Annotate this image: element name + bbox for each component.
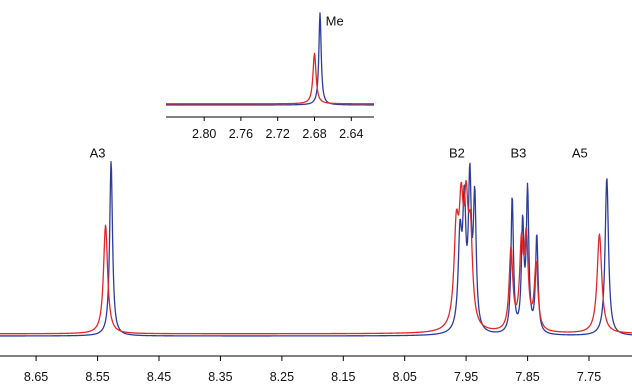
main-x-tick-label: 8.35 xyxy=(208,370,232,384)
inset-x-tick-label: 2.76 xyxy=(229,127,253,141)
main-peak-label: A5 xyxy=(572,146,588,161)
inset-x-tick-label: 2.68 xyxy=(302,127,326,141)
main-peak-labels: A3 B2 B3 A5 xyxy=(90,146,588,161)
main-x-tick-label: 8.15 xyxy=(331,370,355,384)
main-x-tick-label: 8.45 xyxy=(147,370,171,384)
main-x-tick-label: 8.55 xyxy=(85,370,109,384)
inset-peak-labels: Me xyxy=(326,14,344,29)
main-x-tick-label: 8.25 xyxy=(270,370,294,384)
inset-peak-label: Me xyxy=(326,14,344,29)
inset-x-tick-label: 2.72 xyxy=(266,127,290,141)
main-x-tick-label: 8.05 xyxy=(393,370,417,384)
inset-x-tick-label: 2.64 xyxy=(339,127,363,141)
main-peak-label: B3 xyxy=(510,146,526,161)
inset-trace-blue xyxy=(165,12,375,106)
main-peak-label: A3 xyxy=(90,146,106,161)
inset-spectrum-traces xyxy=(165,12,375,106)
main-x-axis-ticks: 8.65 8.55 8.45 8.35 8.25 8.15 8.05 7.95 7.85 7.75… xyxy=(24,356,601,384)
main-x-tick-label: 7.85 xyxy=(515,370,539,384)
inset-x-axis-ticks: 2.80 2.76 2.72 2.68 2.64 xyxy=(192,117,364,141)
main-x-tick-label: 7.95 xyxy=(454,370,478,384)
main-peak-label: B2 xyxy=(449,146,465,161)
main-spectrum-traces xyxy=(0,160,632,337)
main-x-tick-label: 8.65 xyxy=(24,370,48,384)
main-trace-blue xyxy=(0,160,632,337)
main-trace-red xyxy=(0,179,632,335)
inset-x-tick-label: 2.80 xyxy=(192,127,216,141)
inset-spectrum-plot: 2.80 2.76 2.72 2.68 2.64 Me xyxy=(165,12,375,141)
inset-trace-red xyxy=(165,52,375,105)
main-spectrum-plot: 8.65 8.55 8.45 8.35 8.25 8.15 8.05 7.95 7.85 7.75… xyxy=(0,146,632,384)
main-x-tick-label: 7.75 xyxy=(577,370,601,384)
